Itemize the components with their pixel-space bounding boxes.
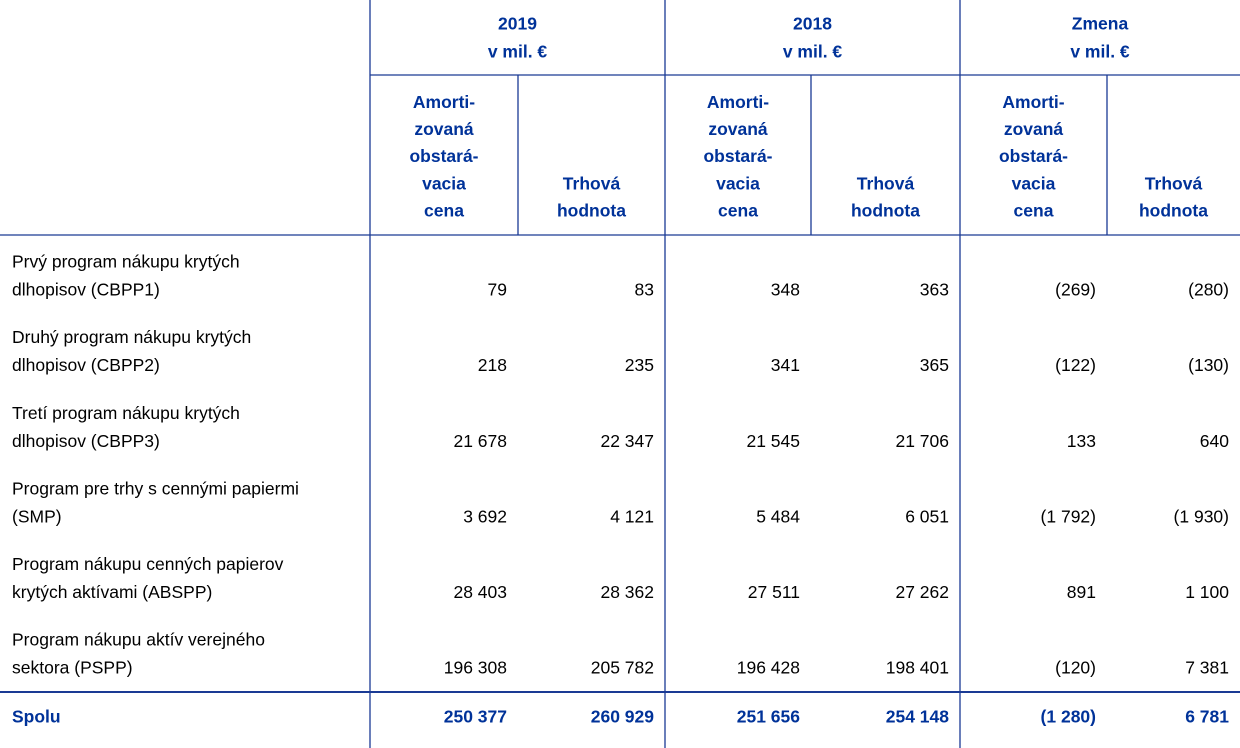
total-cell: (1 280) [1041,707,1096,727]
subcolumn-header: obstará- [703,146,772,166]
cell: 27 511 [748,582,800,602]
row-label: krytých aktívami (ABSPP) [12,582,212,602]
subcolumn-header: cena [718,201,758,221]
cell: 341 [771,355,800,375]
cell: 21 706 [895,431,949,451]
cell: 218 [478,355,507,375]
cell: 83 [635,280,654,300]
cell: 27 262 [895,582,949,602]
cell: 6 051 [905,506,949,526]
row-label: Program nákupu aktív verejného [12,630,265,650]
cell: 3 692 [463,506,507,526]
cell: 4 121 [610,506,654,526]
total-label: Spolu [12,707,61,727]
total-cell: 254 148 [886,707,950,727]
cell: 198 401 [886,658,949,678]
cell: (122) [1055,355,1096,375]
subcolumn-header: zovaná [1004,119,1064,139]
cell: (1 792) [1041,506,1096,526]
subcolumn-header: vacia [1012,173,1056,193]
group-header: v mil. € [783,42,843,62]
total-cell: 260 929 [591,707,655,727]
cell: 21 545 [746,431,800,451]
group-header: 2018 [793,14,832,34]
cell: 7 381 [1185,658,1229,678]
row-label: dlhopisov (CBPP2) [12,355,160,375]
subcolumn-header: vacia [716,173,760,193]
group-header: v mil. € [1070,42,1130,62]
subcolumn-header: zovaná [708,119,768,139]
cell: 196 428 [737,658,800,678]
cell: 363 [920,280,949,300]
subcolumn-header: obstará- [999,146,1068,166]
cell: 28 362 [600,582,654,602]
row-label: Program nákupu cenných papierov [12,554,284,574]
cell: 28 403 [453,582,507,602]
cell: 79 [488,280,507,300]
cell: 205 782 [591,658,654,678]
cell: (130) [1188,355,1229,375]
subcolumn-header: Amorti- [1002,92,1064,112]
total-cell: 6 781 [1185,707,1229,727]
subcolumn-header: Amorti- [707,92,769,112]
row-label: Program pre trhy s cennými papiermi [12,478,299,498]
total-cell: 250 377 [444,707,507,727]
subcolumn-header: Trhová [1145,173,1203,193]
row-label: dlhopisov (CBPP1) [12,280,160,300]
subcolumn-header: cena [1014,201,1054,221]
row-label: Tretí program nákupu krytých [12,403,240,423]
cell: (280) [1188,280,1229,300]
cell: 196 308 [444,658,507,678]
row-label: dlhopisov (CBPP3) [12,431,160,451]
cell: 133 [1067,431,1096,451]
group-header: v mil. € [488,42,548,62]
cell: (120) [1055,658,1096,678]
cell: 22 347 [600,431,654,451]
row-label: sektora (PSPP) [12,658,133,678]
subcolumn-header: Trhová [563,173,621,193]
group-header: Zmena [1072,14,1129,34]
cell: 235 [625,355,654,375]
subcolumn-header: hodnota [851,201,920,221]
cell: 1 100 [1185,582,1229,602]
subcolumn-header: obstará- [409,146,478,166]
row-label: (SMP) [12,506,62,526]
subcolumn-header: hodnota [557,201,626,221]
group-header: 2019 [498,14,537,34]
subcolumn-header: hodnota [1139,201,1208,221]
cell: 348 [771,280,800,300]
cell: 5 484 [756,506,800,526]
cell: (1 930) [1174,506,1229,526]
subcolumn-header: zovaná [414,119,474,139]
subcolumn-header: cena [424,201,464,221]
cell: 21 678 [453,431,507,451]
subcolumn-header: Amorti- [413,92,475,112]
cell: 365 [920,355,949,375]
row-label: Prvý program nákupu krytých [12,252,240,272]
cell: 640 [1200,431,1229,451]
subcolumn-header: vacia [422,173,466,193]
row-label: Druhý program nákupu krytých [12,327,251,347]
cell: 891 [1067,582,1096,602]
cell: (269) [1055,280,1096,300]
subcolumn-header: Trhová [857,173,915,193]
total-cell: 251 656 [737,707,801,727]
